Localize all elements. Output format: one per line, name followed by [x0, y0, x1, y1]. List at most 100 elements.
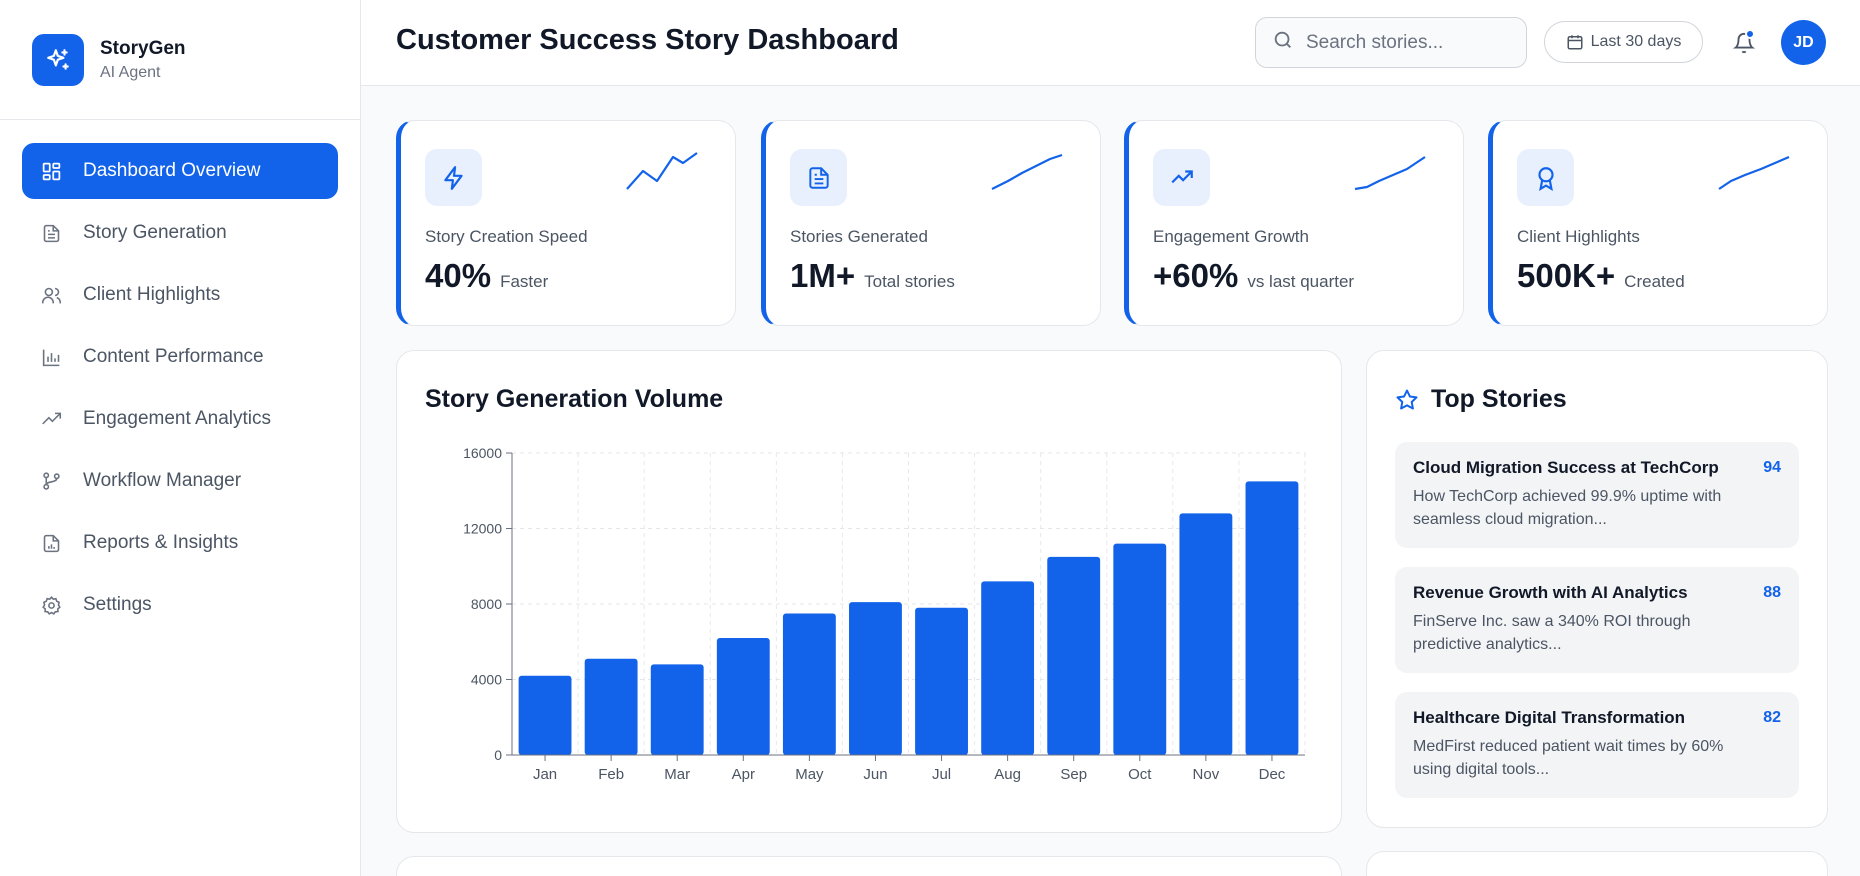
page-title: Customer Success Story Dashboard	[396, 24, 899, 56]
dashboard-grid-icon	[39, 159, 63, 183]
story-volume-chart-panel: 0 4000 8000 12000 16000 Jan Feb Mar Apr May Jun Jul…	[396, 350, 1342, 833]
y-tick-label: 12000	[463, 521, 502, 537]
git-branch-icon	[39, 469, 63, 493]
bar-aug	[981, 581, 1035, 755]
chart-title: Story Generation Volume	[425, 385, 724, 413]
notifications-button[interactable]	[1729, 28, 1759, 58]
sidebar-item-label: Content Performance	[83, 346, 264, 367]
search-box[interactable]	[1255, 17, 1527, 68]
calendar-icon	[1567, 35, 1583, 50]
sidebar-item-label: Client Highlights	[83, 284, 221, 305]
sidebar: StoryGen AI Agent Dashboard Overview Sto…	[0, 0, 361, 876]
sparkline	[1354, 156, 1426, 191]
story-description: How TechCorp achieved 99.9% uptime with …	[1413, 488, 1722, 528]
story-description: FinServe Inc. saw a 340% ROI through pre…	[1413, 613, 1691, 653]
y-tick-label: 0	[494, 747, 502, 763]
x-tick-label: May	[795, 766, 824, 783]
sidebar-item-reports-insights[interactable]: Reports & Insights	[22, 515, 338, 571]
stat-label: Engagement Growth	[1153, 227, 1309, 246]
bar-feb	[584, 658, 638, 755]
story-card[interactable]: Revenue Growth with AI Analytics 88 FinS…	[1395, 567, 1799, 673]
bell-icon	[1733, 33, 1755, 54]
stat-unit: vs last quarter	[1247, 272, 1355, 291]
sidebar-item-label: Workflow Manager	[83, 470, 242, 491]
stat-label: Stories Generated	[790, 227, 928, 246]
bar-jul	[915, 607, 968, 755]
stat-unit: Created	[1624, 272, 1685, 291]
trending-up-icon	[39, 407, 63, 431]
award-icon	[1517, 149, 1574, 206]
story-score: 94	[1763, 459, 1781, 476]
stat-card-stories-generated: Stories Generated 1M+ Total stories	[761, 120, 1101, 326]
bar-may	[782, 613, 836, 755]
avatar[interactable]: JD	[1781, 20, 1826, 65]
story-score: 88	[1763, 584, 1781, 601]
lower-panel	[1366, 851, 1828, 876]
sidebar-item-workflow-manager[interactable]: Workflow Manager	[22, 453, 338, 509]
users-icon	[39, 283, 63, 307]
notification-dot	[1745, 29, 1755, 39]
stat-value: 500K+	[1517, 257, 1616, 294]
stat-card-client-highlights: Client Highlights 500K+ Created	[1488, 120, 1828, 326]
search-icon	[1272, 29, 1294, 56]
bar-jun	[849, 602, 902, 755]
star-icon	[1396, 389, 1418, 409]
gear-icon	[39, 593, 63, 617]
sidebar-item-engagement-analytics[interactable]: Engagement Analytics	[22, 391, 338, 447]
bar-chart-icon	[39, 345, 63, 369]
trending-up-icon	[1153, 149, 1210, 206]
brand-name: StoryGen	[100, 37, 186, 59]
x-tick-label: Jan	[533, 766, 557, 783]
x-tick-label: Apr	[732, 766, 755, 783]
x-tick-label: Feb	[598, 766, 624, 783]
stat-label: Story Creation Speed	[425, 227, 588, 246]
stat-unit: Total stories	[864, 272, 955, 291]
sidebar-item-settings[interactable]: Settings	[22, 577, 338, 633]
sidebar-item-label: Story Generation	[83, 222, 227, 243]
y-tick-label: 8000	[471, 596, 502, 612]
story-description: MedFirst reduced patient wait times by 6…	[1413, 738, 1724, 778]
story-card[interactable]: Healthcare Digital Transformation 82 Med…	[1395, 692, 1799, 798]
story-title: Revenue Growth with AI Analytics	[1413, 583, 1688, 602]
bar-sep	[1047, 556, 1101, 755]
sidebar-nav: Dashboard Overview Story Generation Clie…	[0, 120, 360, 662]
sparkline	[1718, 155, 1790, 190]
story-score: 82	[1763, 709, 1781, 726]
x-tick-label: Mar	[664, 766, 690, 783]
sidebar-item-dashboard-overview[interactable]: Dashboard Overview	[22, 143, 338, 199]
sidebar-item-content-performance[interactable]: Content Performance	[22, 329, 338, 385]
date-range-label: Last 30 days	[1590, 33, 1682, 50]
x-tick-label: Nov	[1193, 766, 1220, 783]
story-card[interactable]: Cloud Migration Success at TechCorp 94 H…	[1395, 442, 1799, 548]
sidebar-item-story-generation[interactable]: Story Generation	[22, 205, 338, 261]
stat-value: 1M+	[790, 257, 856, 294]
bar-jan	[518, 675, 572, 755]
stat-label: Client Highlights	[1517, 227, 1640, 246]
x-tick-label: Sep	[1060, 766, 1087, 783]
search-input[interactable]	[1306, 31, 1496, 54]
sidebar-item-label: Settings	[83, 594, 152, 615]
report-icon	[39, 531, 63, 555]
date-range-button[interactable]: Last 30 days	[1544, 21, 1703, 63]
sparkline	[991, 153, 1063, 190]
story-title: Cloud Migration Success at TechCorp	[1413, 458, 1719, 477]
stat-value: 40%	[425, 257, 492, 294]
document-icon	[790, 149, 847, 206]
y-tick-label: 4000	[471, 672, 502, 688]
bar-nov	[1179, 513, 1233, 755]
sidebar-item-label: Dashboard Overview	[83, 160, 261, 181]
stat-value: +60%	[1153, 257, 1239, 294]
sparkles-icon	[32, 33, 84, 86]
lightning-icon	[425, 149, 482, 206]
bar-dec	[1245, 481, 1299, 755]
story-volume-chart: 0 4000 8000 12000 16000 Jan Feb Mar Apr May Jun Jul…	[463, 445, 1306, 783]
sidebar-item-client-highlights[interactable]: Client Highlights	[22, 267, 338, 323]
bar-mar	[650, 664, 704, 755]
lower-panel	[396, 856, 1342, 876]
y-tick-label: 16000	[463, 445, 502, 461]
top-stories-panel: Top Stories Cloud Migration Success at T…	[1366, 350, 1828, 828]
x-tick-label: Aug	[994, 766, 1021, 783]
sparkline	[626, 152, 698, 190]
sidebar-item-label: Engagement Analytics	[83, 408, 272, 429]
brand-subtitle: AI Agent	[100, 63, 161, 81]
